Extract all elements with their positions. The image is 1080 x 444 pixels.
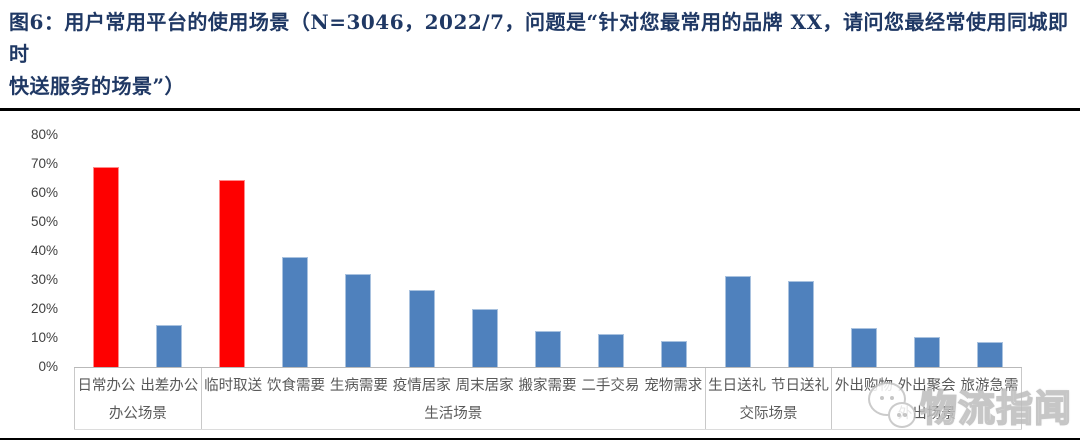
group-label: 办公场景	[108, 406, 167, 422]
y-tick-label: 40%	[30, 243, 58, 258]
bar	[977, 342, 1004, 367]
category-label: 周末居家	[455, 378, 514, 394]
bar	[345, 274, 372, 367]
bar-slot	[390, 135, 453, 367]
bar	[535, 330, 562, 367]
bar	[282, 256, 309, 367]
y-tick-label: 70%	[30, 156, 58, 171]
group-label: 生活场景	[424, 406, 483, 422]
plot-area	[74, 135, 1022, 367]
figure-title-line2: 快送服务的场景”）	[9, 74, 186, 98]
axis-group-box: 生日送礼 节日送礼交际场景	[704, 368, 832, 429]
source-note: 数据来源：艾瑞咨询，东吴证券研究所	[0, 440, 1080, 444]
category-label: 日常办公	[77, 378, 136, 394]
bar-slot	[643, 135, 706, 367]
bar	[598, 333, 625, 367]
category-label: 生日送礼	[708, 378, 767, 394]
bar-group	[832, 135, 1022, 367]
bar-slot	[706, 135, 769, 367]
bar-slot	[200, 135, 263, 367]
title-divider	[0, 108, 1080, 111]
category-label: 生病需要	[329, 378, 388, 394]
bar	[92, 166, 119, 367]
category-label: 出差办公	[140, 378, 199, 394]
y-tick-label: 80%	[30, 127, 58, 142]
bar-slot	[959, 135, 1022, 367]
category-label: 宠物需求	[644, 378, 703, 394]
category-label: 二手交易	[581, 378, 640, 394]
bar-slot	[453, 135, 516, 367]
figure-title-line1: 图6：用户常用平台的使用场景（N=3046，2022/7，问题是“针对您最常用的…	[9, 10, 1069, 66]
y-tick-label: 0%	[38, 359, 58, 374]
bar-slot	[327, 135, 390, 367]
y-tick-label: 20%	[30, 301, 58, 316]
y-tick-label: 60%	[30, 185, 58, 200]
bar	[914, 336, 941, 367]
bar	[851, 327, 877, 367]
watermark-text: 物流指闻	[919, 387, 1072, 430]
bar-slot	[580, 135, 643, 367]
y-axis: 0% 10% 20% 30% 40% 50% 60% 70% 80%	[0, 127, 60, 374]
group-label: 交际场景	[739, 406, 798, 422]
bar	[471, 309, 498, 367]
bar-slot	[516, 135, 579, 367]
bar-slot	[832, 135, 895, 367]
axis-group-box: 日常办公 出差办公办公场景	[74, 368, 201, 429]
y-tick-label: 50%	[30, 214, 58, 229]
category-label: 旅游急需	[960, 378, 1019, 394]
bar-chart: 0% 10% 20% 30% 40% 50% 60% 70% 80% 日常办公 出差办公 办公场景临…	[0, 111, 1080, 430]
bar	[219, 179, 245, 367]
category-label: 外出聚会	[897, 378, 956, 394]
category-label: 饮食需要	[267, 378, 326, 394]
bar-group	[200, 135, 706, 367]
chat-bubbles-icon	[868, 380, 920, 430]
bar	[155, 324, 182, 367]
bar	[408, 290, 435, 367]
bar	[661, 340, 688, 367]
bottom-divider	[0, 438, 1080, 440]
category-label: 临时取送	[204, 378, 263, 394]
speech-bubble-small	[888, 402, 916, 428]
bar	[787, 281, 814, 367]
category-label: 搬家需要	[518, 378, 577, 394]
bar-group	[706, 135, 832, 367]
bar-slot	[896, 135, 959, 367]
y-tick-label: 10%	[30, 330, 58, 345]
y-tick-label: 30%	[30, 272, 58, 287]
bar-slot	[137, 135, 200, 367]
bar-slot	[74, 135, 137, 367]
category-label: 节日送礼	[770, 378, 829, 394]
bar-slot	[769, 135, 832, 367]
axis-group-box: 临时取送 饮食需要 生病需要 疫情居家 周末居家 搬家需要 二手交易 宠物需求生活场景	[200, 368, 705, 429]
bar-group	[74, 135, 200, 367]
bar	[724, 275, 751, 367]
watermark: 物流指闻	[868, 378, 1072, 432]
bar-slot	[264, 135, 327, 367]
figure-title: 图6：用户常用平台的使用场景（N=3046，2022/7，问题是“针对您最常用的…	[0, 0, 1080, 102]
x-axis: 日常办公 出差办公 办公场景 临时取送 饮食需要 生病需要 疫情居家 周末居家 搬家需要 二手交易…	[74, 367, 1022, 430]
category-label: 疫情居家	[392, 378, 451, 394]
